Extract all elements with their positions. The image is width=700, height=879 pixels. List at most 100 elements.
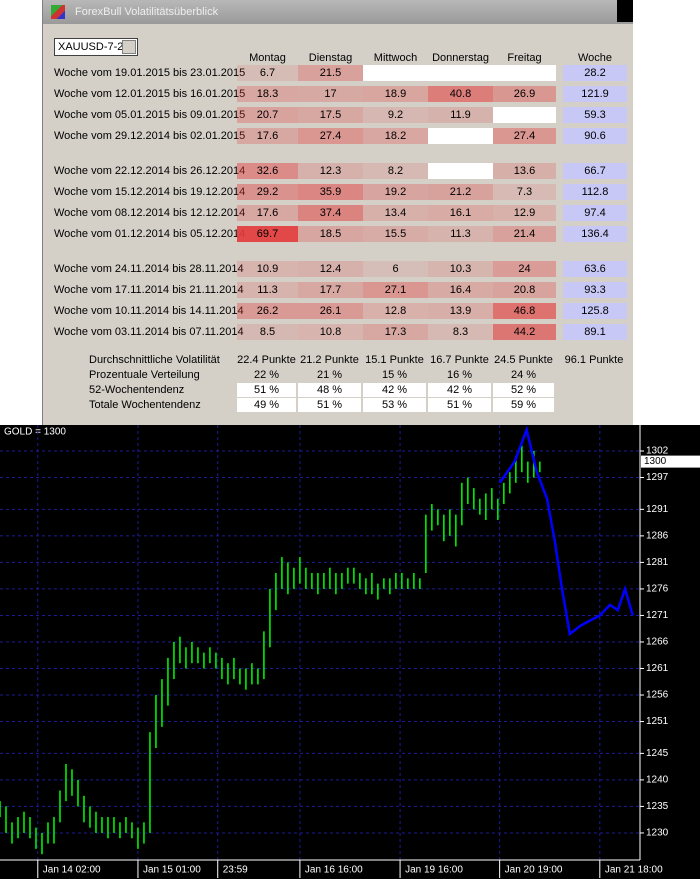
day-cell: 8.3 xyxy=(428,324,493,340)
summary-cell: 51 % xyxy=(237,383,296,397)
column-header: Montag xyxy=(249,52,286,64)
day-cell: 6 xyxy=(363,261,428,277)
row-label: Woche vom 08.12.2014 bis 12.12.2014 xyxy=(54,207,246,219)
day-cell: 8.2 xyxy=(363,163,428,179)
current-price-box xyxy=(641,455,700,468)
y-tick-label: 1276 xyxy=(646,584,669,595)
title-bar: ForexBull Volatilitätsüberblick xyxy=(43,0,633,24)
row-label: Woche vom 29.12.2014 bis 02.01.2015 xyxy=(54,130,246,142)
day-cell: 17 xyxy=(298,86,363,102)
day-cell: 20.8 xyxy=(493,282,556,298)
row-label: Woche vom 17.11.2014 bis 21.11.2014 xyxy=(54,284,244,296)
y-tick-label: 1266 xyxy=(646,637,669,648)
summary-cell: 48 % xyxy=(298,383,361,397)
y-tick-label: 1297 xyxy=(646,472,669,483)
x-tick-label: Jan 16 16:00 xyxy=(305,865,363,876)
row-label: Woche vom 03.11.2014 bis 07.11.2014 xyxy=(54,326,244,338)
day-cell: 16.4 xyxy=(428,282,493,298)
summary-cell: 16 % xyxy=(446,369,473,381)
app-icon xyxy=(51,5,65,19)
summary-cell: 51 % xyxy=(298,398,361,412)
day-cell: 21.4 xyxy=(493,226,556,242)
y-tick-label: 1256 xyxy=(646,690,669,701)
day-cell: 18.2 xyxy=(363,128,428,144)
day-cell: 12.4 xyxy=(298,261,363,277)
summary-cell: 51 % xyxy=(428,398,491,412)
window-title: ForexBull Volatilitätsüberblick xyxy=(75,6,219,18)
y-tick-label: 1271 xyxy=(646,610,669,621)
day-cell: 9.2 xyxy=(363,107,428,123)
summary-label: Prozentuale Verteilung xyxy=(89,369,200,381)
price-line xyxy=(498,425,635,637)
symbol: XAUUSD-7-22 xyxy=(58,41,130,53)
week-cell: 112.8 xyxy=(563,184,627,200)
day-cell: 17.6 xyxy=(237,128,298,144)
day-cell: 15.5 xyxy=(363,226,428,242)
week-cell: 97.4 xyxy=(563,205,627,221)
summary-cell: 24 % xyxy=(510,369,537,381)
day-cell: 44.2 xyxy=(493,324,556,340)
summary-cell: 49 % xyxy=(237,398,296,412)
day-cell: 18.9 xyxy=(363,86,428,102)
summary-label: 52-Wochentendenz xyxy=(89,384,185,396)
week-cell: 125.8 xyxy=(563,303,627,319)
day-cell: 13.6 xyxy=(493,163,556,179)
day-cell: 27.4 xyxy=(298,128,363,144)
day-cell: 11.3 xyxy=(428,226,493,242)
chart-background xyxy=(0,425,700,879)
y-tick-label: 1245 xyxy=(646,748,669,759)
week-cell: 93.3 xyxy=(563,282,627,298)
day-cell: 18.5 xyxy=(298,226,363,242)
summary-cell: 16.7 Punkte xyxy=(430,354,489,366)
day-cell xyxy=(428,163,493,179)
y-tick-label: 1261 xyxy=(646,663,669,674)
day-cell xyxy=(428,128,493,144)
day-cell: 12.3 xyxy=(298,163,363,179)
day-cell: 10.9 xyxy=(237,261,298,277)
day-cell: 37.4 xyxy=(298,205,363,221)
week-cell: 63.6 xyxy=(563,261,627,277)
x-tick-label: 23:59 xyxy=(223,865,248,876)
summary-cell: 15 % xyxy=(381,369,408,381)
day-cell: 20.7 xyxy=(237,107,298,123)
y-tick-label: 1240 xyxy=(646,775,669,786)
volatility-window: ForexBull Volatilitätsüberblick XAUUSD-7… xyxy=(42,0,633,425)
day-cell: 13.9 xyxy=(428,303,493,319)
day-cell: 17.3 xyxy=(363,324,428,340)
day-cell: 8.5 xyxy=(237,324,298,340)
summary-cell: 96.1 Punkte xyxy=(564,354,624,366)
window-corner xyxy=(617,0,633,22)
day-cell: 27.1 xyxy=(363,282,428,298)
row-label: Woche vom 19.01.2015 bis 23.01.2015 xyxy=(54,67,246,79)
week-cell: 89.1 xyxy=(563,324,627,340)
day-cell: 10.3 xyxy=(428,261,493,277)
row-label: Woche vom 24.11.2014 bis 28.11.2014 xyxy=(54,263,244,275)
summary-cell: 53 % xyxy=(363,398,426,412)
y-tick-label: 1281 xyxy=(646,557,669,568)
day-cell: 26.9 xyxy=(493,86,556,102)
summary-cell: 52 % xyxy=(493,383,554,397)
symbol-dropdown[interactable]: XAUUSD-7-22 xyxy=(54,38,138,56)
day-cell: 6.7 xyxy=(237,65,298,81)
day-cell: 17.7 xyxy=(298,282,363,298)
column-header: Freitag xyxy=(507,52,542,64)
price-chart: GOLD = 1300 1230 1235 1240 1245 1251 1256 1261… xyxy=(0,425,700,879)
day-cell: 40.8 xyxy=(428,86,493,102)
y-tick-label: 1230 xyxy=(646,828,669,839)
row-label: Woche vom 01.12.2014 bis 05.12.2014 xyxy=(54,228,246,240)
day-cell: 11.3 xyxy=(237,282,298,298)
week-cell: 66.7 xyxy=(563,163,627,179)
day-cell: 17.5 xyxy=(298,107,363,123)
dropdown-arrow[interactable] xyxy=(122,40,136,54)
current-price-label: 1300 xyxy=(644,456,667,467)
day-cell: 19.2 xyxy=(363,184,428,200)
day-cell xyxy=(493,65,556,81)
day-cell xyxy=(493,107,556,123)
summary-cell: 42 % xyxy=(428,383,491,397)
day-cell: 32.6 xyxy=(237,163,298,179)
day-cell: 27.4 xyxy=(493,128,556,144)
day-cell: 18.3 xyxy=(237,86,298,102)
day-cell: 29.2 xyxy=(237,184,298,200)
summary-label: Durchschnittliche Volatilität xyxy=(89,354,220,366)
